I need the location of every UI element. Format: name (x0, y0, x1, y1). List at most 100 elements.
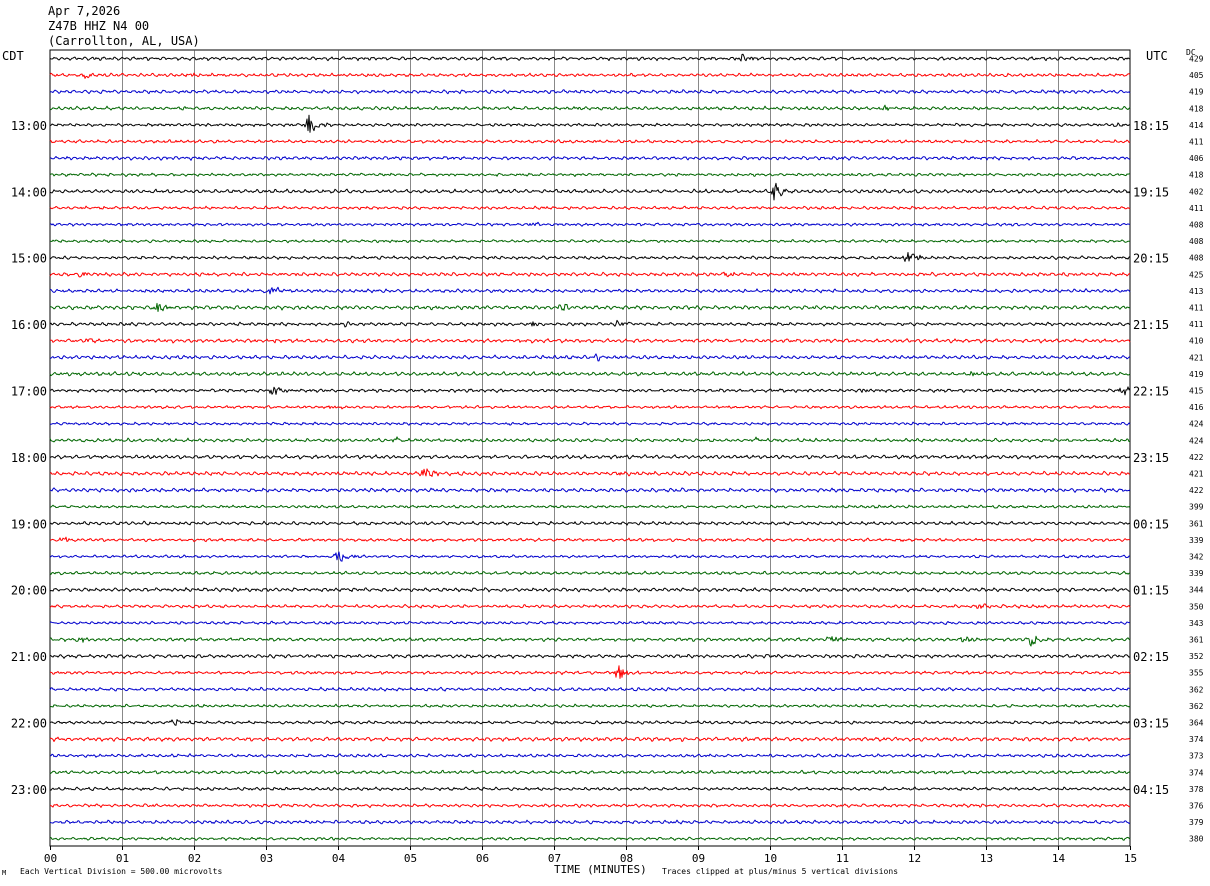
left-time-label: 14:00 (11, 185, 47, 199)
x-axis-title: TIME (MINUTES) (554, 863, 647, 876)
right-time-label: 23:15 (1133, 451, 1169, 465)
trace-row-44 (49, 786, 1131, 791)
dc-offset-label: 416 (1189, 403, 1204, 412)
trace-row-19 (49, 371, 1131, 377)
right-time-label: 22:15 (1133, 385, 1169, 399)
x-tick-label: 01 (116, 852, 129, 865)
dc-offset-label: 408 (1189, 237, 1204, 246)
x-tick-label: 06 (476, 852, 489, 865)
dc-offset-label: 339 (1189, 569, 1204, 578)
station-label: Z47B HHZ N4 00 (48, 19, 150, 33)
left-timezone-label: CDT (2, 49, 24, 63)
right-time-label: 03:15 (1133, 717, 1169, 731)
trace-row-46 (49, 819, 1131, 825)
dc-header-label: DC (1186, 48, 1196, 57)
dc-offset-label: 406 (1189, 154, 1204, 163)
trace-row-40 (50, 719, 1131, 726)
x-tick-label: 02 (188, 852, 201, 865)
x-tick-label: 08 (620, 852, 633, 865)
dc-offset-label: 429 (1189, 55, 1204, 64)
dc-offset-label: 402 (1189, 187, 1204, 196)
trace-row-41 (49, 736, 1131, 742)
left-time-label: 13:00 (11, 119, 47, 133)
trace-row-30 (49, 551, 1131, 562)
dc-offset-label: 413 (1189, 287, 1204, 296)
trace-row-6 (49, 155, 1131, 161)
dc-offset-label: 361 (1189, 519, 1204, 528)
dc-offset-label: 361 (1189, 636, 1204, 645)
x-tick-label: 09 (692, 852, 705, 865)
dc-offset-label: 364 (1189, 719, 1204, 728)
trace-row-1 (49, 72, 1131, 79)
trace-row-38 (49, 686, 1131, 692)
x-tick-label: 12 (908, 852, 921, 865)
trace-row-32 (49, 587, 1131, 593)
right-time-label: 21:15 (1133, 318, 1169, 332)
trace-row-37 (50, 665, 1131, 679)
dc-offset-label: 418 (1189, 104, 1204, 113)
right-time-label: 01:15 (1133, 584, 1169, 598)
trace-row-4 (49, 114, 1131, 133)
trace-row-28 (49, 520, 1131, 526)
left-time-label: 23:00 (11, 783, 47, 797)
left-time-label: 15:00 (11, 252, 47, 266)
trace-row-47 (49, 836, 1131, 842)
scale-note: Each Vertical Division = 500.00 microvol… (20, 867, 223, 876)
trace-row-36 (49, 653, 1131, 659)
x-tick-label: 03 (260, 852, 273, 865)
trace-row-23 (49, 436, 1130, 443)
x-tick-label: 10 (764, 852, 777, 865)
trace-row-33 (49, 603, 1131, 609)
trace-row-10 (49, 221, 1131, 227)
dc-offset-label: 418 (1189, 171, 1204, 180)
dc-offset-label: 339 (1189, 536, 1204, 545)
trace-row-9 (49, 205, 1131, 211)
dc-offset-label: 421 (1189, 353, 1204, 362)
dc-offset-label: 380 (1189, 835, 1204, 844)
trace-row-21 (49, 404, 1131, 410)
dc-offset-label: 422 (1189, 453, 1204, 462)
left-time-label: 22:00 (11, 717, 47, 731)
trace-row-26 (50, 487, 1131, 493)
corner-mark: M (2, 869, 7, 877)
trace-row-5 (49, 139, 1131, 144)
dc-offset-label: 344 (1189, 586, 1204, 595)
dc-offset-label: 379 (1189, 818, 1204, 827)
trace-row-3 (49, 104, 1131, 111)
trace-row-12 (49, 252, 1131, 262)
x-tick-label: 00 (44, 852, 57, 865)
dc-offset-label: 399 (1189, 503, 1204, 512)
trace-row-7 (49, 172, 1131, 177)
x-tick-label: 11 (836, 852, 849, 865)
dc-offset-label: 411 (1189, 320, 1204, 329)
left-time-label: 18:00 (11, 451, 47, 465)
trace-row-43 (49, 769, 1131, 775)
trace-row-16 (49, 319, 1131, 328)
x-tick-label: 07 (548, 852, 561, 865)
plot-frame (49, 49, 1131, 847)
right-time-label: 00:15 (1133, 517, 1169, 531)
dc-offset-label: 408 (1189, 221, 1204, 230)
dc-offset-label: 378 (1189, 785, 1204, 794)
trace-row-29 (49, 536, 1131, 543)
dc-offset-label: 355 (1189, 669, 1204, 678)
dc-offset-label: 425 (1189, 270, 1204, 279)
dc-offset-label: 424 (1189, 420, 1204, 429)
dc-offset-label: 408 (1189, 254, 1204, 263)
right-timezone-label: UTC (1146, 49, 1168, 63)
trace-row-0 (49, 53, 1131, 62)
dc-offset-label: 411 (1189, 304, 1204, 313)
dc-offset-label: 343 (1189, 619, 1204, 628)
trace-row-25 (49, 468, 1131, 477)
trace-row-13 (49, 271, 1131, 278)
x-tick-label: 13 (980, 852, 993, 865)
trace-row-14 (49, 286, 1131, 295)
left-time-label: 17:00 (11, 385, 47, 399)
trace-row-42 (50, 753, 1131, 758)
right-time-label: 02:15 (1133, 650, 1169, 664)
x-tick-label: 15 (1124, 852, 1137, 865)
x-tick-label: 04 (332, 852, 346, 865)
trace-row-27 (49, 504, 1131, 509)
dc-offset-label: 419 (1189, 88, 1204, 97)
